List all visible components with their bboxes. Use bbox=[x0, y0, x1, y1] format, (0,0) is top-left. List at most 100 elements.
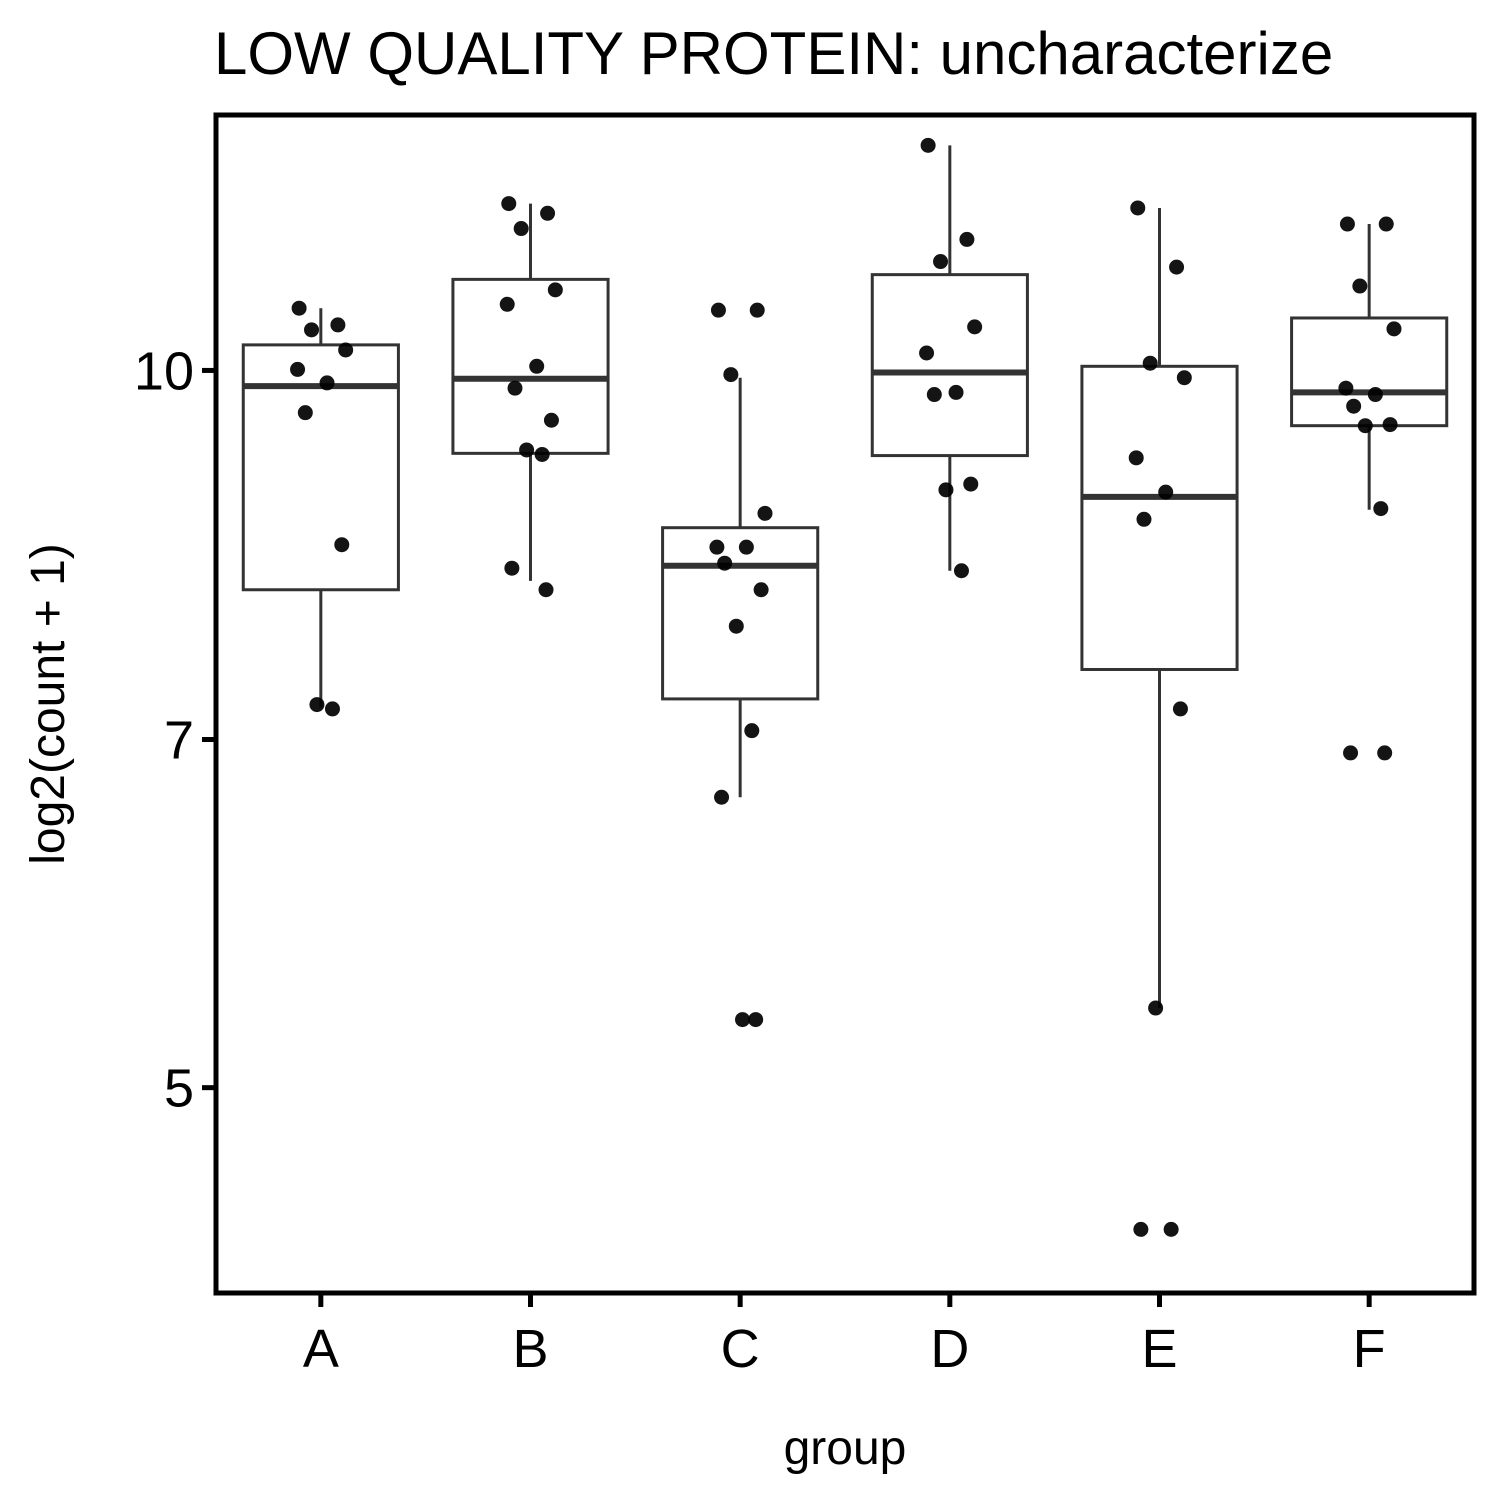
x-tick-label: E bbox=[1141, 1319, 1177, 1379]
box-iqr bbox=[1080, 364, 1239, 671]
data-point bbox=[1142, 355, 1158, 371]
data-point bbox=[1136, 511, 1152, 527]
x-tick-label: C bbox=[721, 1319, 760, 1379]
data-point bbox=[919, 345, 935, 361]
data-point bbox=[749, 302, 765, 318]
box-F bbox=[1290, 224, 1449, 510]
data-point bbox=[309, 697, 325, 713]
box-A bbox=[241, 308, 400, 708]
x-axis: A B C D E F bbox=[303, 1295, 1386, 1379]
y-tick-label: 7 bbox=[164, 710, 194, 770]
plot-border bbox=[213, 112, 1477, 1296]
data-point bbox=[723, 367, 739, 383]
data-point bbox=[717, 555, 733, 571]
data-point bbox=[338, 342, 354, 358]
data-point bbox=[519, 442, 535, 458]
x-tick-label: B bbox=[512, 1319, 548, 1379]
box-iqr bbox=[870, 273, 1029, 458]
data-point bbox=[1378, 216, 1394, 232]
data-point bbox=[757, 505, 773, 521]
box-D bbox=[870, 145, 1029, 571]
data-point bbox=[748, 1012, 764, 1028]
data-point bbox=[1386, 321, 1402, 337]
data-point bbox=[507, 380, 523, 396]
data-point bbox=[734, 1012, 750, 1028]
data-point bbox=[334, 537, 350, 553]
points-B bbox=[499, 196, 563, 598]
data-point bbox=[547, 282, 563, 298]
data-point bbox=[959, 231, 975, 247]
data-point bbox=[534, 446, 550, 462]
data-point bbox=[714, 789, 730, 805]
data-point bbox=[1163, 1221, 1179, 1237]
data-point bbox=[963, 476, 979, 492]
data-point bbox=[543, 412, 559, 428]
data-point bbox=[744, 723, 760, 739]
x-tick-label: A bbox=[303, 1319, 339, 1379]
data-point bbox=[330, 317, 346, 333]
data-point bbox=[304, 322, 320, 338]
data-point bbox=[709, 539, 725, 555]
points-D bbox=[919, 137, 983, 579]
data-point bbox=[933, 254, 949, 270]
data-point bbox=[948, 384, 964, 400]
points-A bbox=[290, 300, 354, 717]
data-point bbox=[920, 137, 936, 153]
data-point bbox=[501, 196, 517, 212]
data-point bbox=[753, 582, 769, 598]
data-point bbox=[290, 361, 306, 377]
y-axis: 5 7 10 bbox=[134, 341, 214, 1119]
box-iqr bbox=[661, 526, 820, 701]
data-point bbox=[538, 582, 554, 598]
data-point bbox=[926, 387, 942, 403]
data-point bbox=[1352, 278, 1368, 294]
data-point bbox=[938, 482, 954, 498]
x-tick-label: F bbox=[1353, 1319, 1386, 1379]
plot-area bbox=[241, 137, 1449, 1237]
data-point bbox=[967, 319, 983, 335]
chart-title: LOW QUALITY PROTEIN: uncharacterize bbox=[214, 20, 1333, 87]
y-tick-label: 10 bbox=[134, 341, 194, 401]
data-point bbox=[1338, 380, 1354, 396]
data-point bbox=[540, 205, 556, 221]
points-C bbox=[709, 302, 773, 1028]
y-axis-title: log2(count + 1) bbox=[22, 543, 75, 865]
box-C bbox=[661, 377, 820, 798]
data-point bbox=[319, 375, 335, 391]
data-point bbox=[1128, 450, 1144, 466]
data-point bbox=[953, 563, 969, 579]
data-point bbox=[1382, 417, 1398, 433]
data-point bbox=[1169, 259, 1185, 275]
data-point bbox=[1172, 701, 1188, 717]
data-point bbox=[1133, 1221, 1149, 1237]
box-iqr bbox=[1290, 316, 1449, 428]
box-E bbox=[1080, 207, 1239, 1009]
data-point bbox=[499, 296, 515, 312]
x-tick-label: D bbox=[930, 1319, 969, 1379]
data-point bbox=[728, 618, 744, 634]
data-point bbox=[529, 358, 545, 374]
data-point bbox=[1130, 200, 1146, 216]
data-point bbox=[1367, 387, 1383, 403]
data-point bbox=[1373, 501, 1389, 517]
data-point bbox=[1176, 370, 1192, 386]
data-point bbox=[1343, 745, 1359, 761]
x-axis-title: group bbox=[784, 1422, 907, 1475]
data-point bbox=[738, 539, 754, 555]
data-point bbox=[324, 701, 340, 717]
box-B bbox=[451, 203, 610, 581]
data-point bbox=[1377, 745, 1393, 761]
data-point bbox=[291, 300, 307, 316]
data-point bbox=[1148, 1000, 1164, 1016]
data-point bbox=[710, 302, 726, 318]
data-point bbox=[1339, 216, 1355, 232]
points-F bbox=[1338, 216, 1402, 761]
data-point bbox=[297, 405, 313, 421]
data-point bbox=[1357, 418, 1373, 434]
data-point bbox=[513, 221, 529, 237]
points-E bbox=[1128, 200, 1192, 1237]
data-point bbox=[504, 560, 520, 576]
data-point bbox=[1158, 484, 1174, 500]
data-point bbox=[1346, 398, 1362, 414]
